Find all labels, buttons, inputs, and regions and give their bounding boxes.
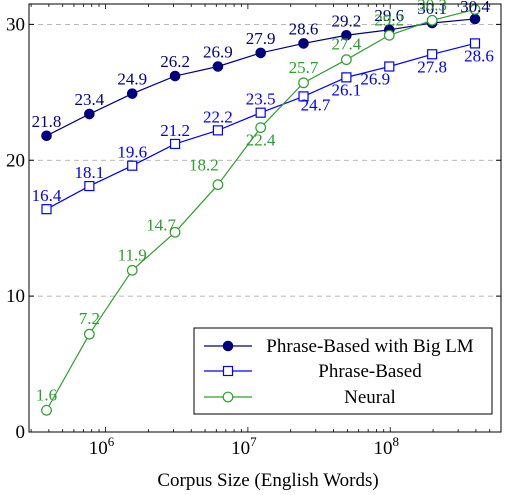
data-label: 27.8 <box>417 57 447 76</box>
data-label: 26.9 <box>360 70 390 89</box>
data-label: 28.6 <box>289 19 319 38</box>
y-tick-label: 30 <box>6 14 25 35</box>
x-tick-label: 107 <box>231 434 257 459</box>
legend-label: Phrase-Based with Big LM <box>266 336 474 357</box>
series-phrase-based <box>41 38 481 215</box>
legend-marker-filled-circle-icon <box>222 340 234 352</box>
data-label: 27.4 <box>332 35 362 54</box>
x-tick-label: 108 <box>373 434 399 459</box>
data-point <box>384 61 395 72</box>
data-label: 11.9 <box>118 245 147 264</box>
y-tick-label: 10 <box>6 286 25 307</box>
data-label: 30.3 <box>417 0 447 14</box>
data-point <box>255 47 266 59</box>
data-point <box>426 14 438 26</box>
data-label: 21.8 <box>32 112 62 131</box>
data-label: 26.9 <box>203 43 233 62</box>
data-label: 26.1 <box>332 80 362 99</box>
data-point <box>212 61 224 72</box>
data-point <box>126 88 138 99</box>
data-label: 23.4 <box>74 90 104 109</box>
data-label: 27.9 <box>246 29 276 48</box>
data-point <box>127 160 138 171</box>
data-label: 24.7 <box>301 95 331 114</box>
series-layer <box>41 4 481 416</box>
data-point <box>41 404 52 416</box>
legend-item-phrase-based: Phrase-Based <box>204 361 422 382</box>
data-point <box>298 38 309 49</box>
data-point <box>255 107 266 118</box>
data-point <box>212 179 224 191</box>
series-neural <box>41 4 481 416</box>
legend-item-phrase-based-big-lm: Phrase-Based with Big LM <box>204 336 474 357</box>
data-label: 31.1 <box>460 0 490 3</box>
legend-marker-open-circle-icon <box>222 391 234 403</box>
data-label: 24.9 <box>117 70 147 89</box>
data-point <box>169 138 181 150</box>
x-tick-label: 106 <box>89 434 115 459</box>
data-label: 14.7 <box>146 215 176 234</box>
data-point <box>469 4 481 15</box>
data-label: 16.4 <box>32 186 62 205</box>
legend-item-neural: Neural <box>204 387 396 408</box>
data-point <box>169 70 181 82</box>
data-label: 29.6 <box>374 6 404 25</box>
data-point <box>298 77 309 89</box>
legend: Phrase-Based with Big LM Phrase-Based Ne… <box>193 327 493 415</box>
data-point <box>298 91 309 102</box>
y-tick-label: 20 <box>6 150 25 171</box>
data-label: 29.2 <box>332 11 362 30</box>
x-axis-label: Corpus Size (English Words) <box>157 470 378 491</box>
data-label: 18.1 <box>74 163 104 182</box>
data-point <box>212 125 224 136</box>
data-label: 25.7 <box>289 58 319 77</box>
data-point <box>341 72 352 83</box>
axes: 0 10 20 30 106 107 108 <box>6 4 502 459</box>
data-label: 30.1 <box>417 0 447 18</box>
data-point <box>255 122 267 134</box>
data-label: 22.2 <box>203 107 233 126</box>
legend-marker-square-icon <box>222 365 234 377</box>
data-point <box>383 29 395 41</box>
data-label: 22.4 <box>246 131 276 150</box>
data-label: 19.6 <box>117 143 147 162</box>
data-point <box>41 130 52 142</box>
data-point <box>340 54 352 66</box>
data-point <box>469 38 481 49</box>
data-point <box>84 180 95 192</box>
grid-lines <box>29 23 501 297</box>
legend-label: Phrase-Based <box>318 361 422 382</box>
data-point <box>427 49 438 60</box>
legend-label: Neural <box>344 387 396 408</box>
data-label: 26.2 <box>160 52 190 71</box>
data-point <box>83 328 95 340</box>
plot-frame <box>28 3 502 433</box>
data-label: 28.6 <box>464 46 494 65</box>
data-point <box>84 108 95 120</box>
y-tick-label: 0 <box>16 422 26 443</box>
data-label: 1.6 <box>36 385 57 404</box>
data-point <box>341 29 352 41</box>
data-point <box>41 204 52 215</box>
series-phrase-based-with-big-lm <box>41 13 481 142</box>
data-label: 29.2 <box>374 10 404 29</box>
data-label: 18.2 <box>189 156 219 175</box>
data-label: 21.2 <box>160 121 190 140</box>
data-point <box>126 264 138 276</box>
data-label: 7.2 <box>79 309 100 328</box>
data-label: 23.5 <box>246 90 276 109</box>
data-point <box>169 226 181 238</box>
